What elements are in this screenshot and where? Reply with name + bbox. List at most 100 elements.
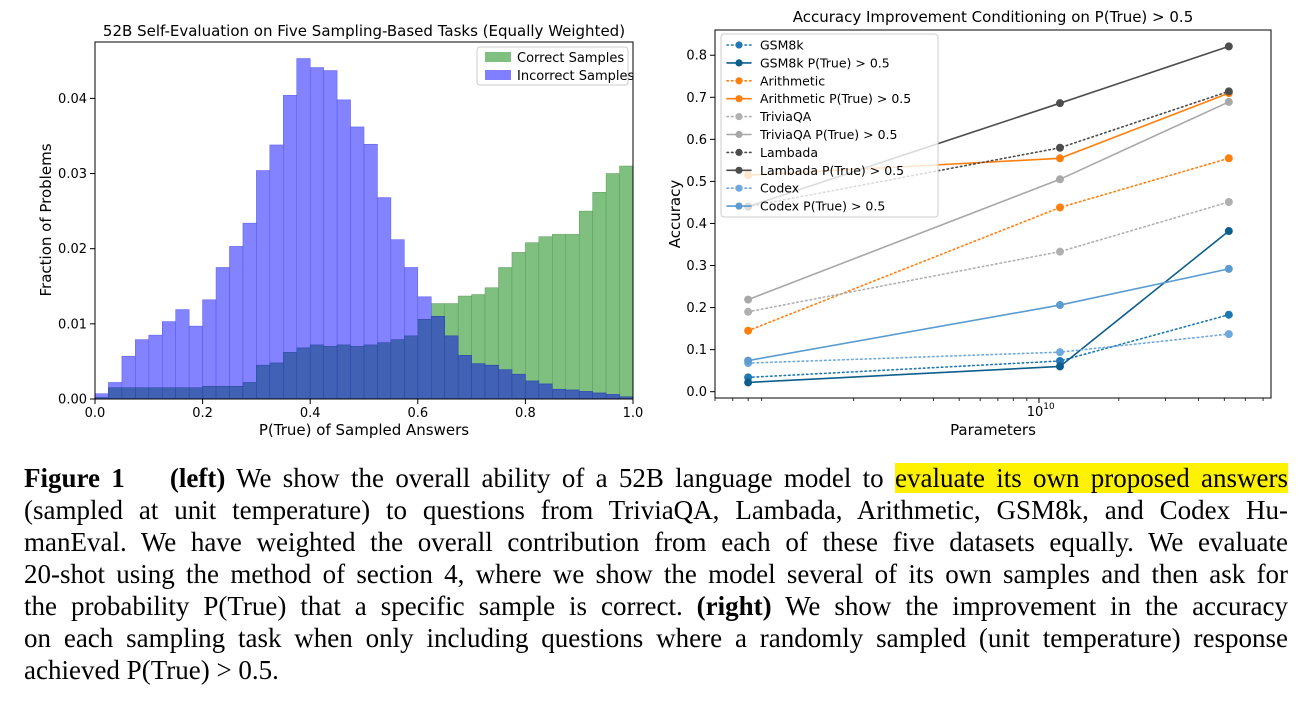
series-line-4 <box>747 201 1230 313</box>
left-chart-title: 52B Self-Evaluation on Five Sampling-Bas… <box>103 22 625 40</box>
right-x-axis-label: Parameters <box>950 421 1036 439</box>
left-y-axis-label: Fraction of Problems <box>37 143 55 296</box>
bar-overlap-24 <box>417 319 432 400</box>
legend-label-7: Lambada P(True) > 0.5 <box>760 163 904 178</box>
caption-text-5b: We show the improvement in the accuracy <box>785 591 1288 621</box>
series-6-point-2 <box>1224 87 1233 96</box>
left-y-axis: 0.00 0.01 0.02 0.03 0.04 <box>58 92 95 408</box>
legend-label-8: Codex <box>760 181 799 196</box>
left-legend: Correct Samples Incorrect Samples <box>476 46 634 86</box>
caption-highlight: evaluate its own proposed answers <box>894 463 1289 493</box>
series-4-point-0 <box>744 307 753 316</box>
legend-marker-9 <box>735 202 743 210</box>
series-8-point-1 <box>1055 348 1064 357</box>
left-x-axis-label: P(True) of Sampled Answers <box>259 421 469 439</box>
bar-overlap-26 <box>444 335 459 400</box>
bar-correct-36 <box>578 210 593 400</box>
legend-label-5: TriviaQA P(True) > 0.5 <box>759 127 897 142</box>
caption-line-7: achieved P(True) > 0.5. <box>24 655 279 685</box>
left-x-tick-label-5: 1.0 <box>623 406 644 421</box>
right-x-tick-exp-0: 10 <box>1043 402 1055 412</box>
bar-overlap-28 <box>471 363 486 400</box>
bar-overlap-35 <box>565 389 580 400</box>
left-y-tick-label-4: 0.04 <box>58 92 87 107</box>
series-0-point-1 <box>1055 356 1064 365</box>
left-y-tick-label-1: 0.01 <box>58 317 87 332</box>
legend-label-correct: Correct Samples <box>517 51 624 66</box>
bar-overlap-17 <box>323 346 338 400</box>
series-5-point-1 <box>1055 175 1064 184</box>
left-x-tick-label-4: 0.8 <box>515 406 536 421</box>
bar-incorrect-13 <box>269 144 284 400</box>
legend-label-1: GSM8k P(True) > 0.5 <box>760 55 890 70</box>
bar-overlap-6 <box>175 387 190 400</box>
bar-overlap-13 <box>269 362 284 400</box>
bar-overlap-1 <box>108 387 123 400</box>
caption-line-5: the probability P(True) that a specific … <box>24 590 1288 622</box>
left-x-tick-label-2: 0.4 <box>300 406 321 421</box>
right-y-axis: 0.0 0.1 0.2 0.3 0.4 0.5 0.6 0.7 0.8 <box>686 49 715 400</box>
bar-overlap-23 <box>404 335 419 400</box>
caption-line-6: on each sampling task when only includin… <box>24 623 1288 653</box>
caption-line-3: manEval. We have weighted the overall co… <box>24 527 1288 557</box>
series-1-point-2 <box>1224 227 1233 236</box>
right-legend: GSM8k GSM8k P(True) > 0.5 Arithmetic Arithm… <box>720 33 939 218</box>
caption-line-2: (sampled at unit temperature) to questio… <box>24 495 1288 525</box>
series-line-9 <box>747 268 1230 362</box>
left-legend-box <box>476 46 629 86</box>
series-1-point-0 <box>744 378 753 387</box>
legend-marker-7 <box>735 166 743 174</box>
left-x-tick-label-1: 0.2 <box>192 406 213 421</box>
left-plot-frame <box>94 41 634 400</box>
bar-overlap-8 <box>202 385 217 400</box>
bar-overlap-20 <box>363 344 378 400</box>
series-3-point-1 <box>1055 154 1064 163</box>
bar-overlap-12 <box>256 364 271 400</box>
bar-overlap-4 <box>148 387 163 400</box>
series-4-point-1 <box>1055 247 1064 256</box>
left-x-tick-label-3: 0.6 <box>407 406 428 421</box>
series-9-point-2 <box>1224 264 1233 273</box>
bar-overlap-11 <box>242 382 257 400</box>
right-lines-group <box>744 42 1233 387</box>
figure-caption: Figure 1 (left) We show the overall abil… <box>24 462 1289 686</box>
series-1-point-1 <box>1055 362 1064 371</box>
series-5-point-0 <box>744 295 753 304</box>
bar-overlap-7 <box>188 387 203 400</box>
bar-overlap-30 <box>498 369 513 400</box>
bar-overlap-33 <box>538 383 553 400</box>
bar-overlap-3 <box>135 387 150 400</box>
right-y-axis-label: Accuracy <box>666 180 684 249</box>
bar-overlap-5 <box>162 387 176 400</box>
right-plot-frame <box>714 29 1272 399</box>
series-9-point-0 <box>744 356 753 365</box>
bar-overlap-21 <box>377 342 392 400</box>
bar-overlap-14 <box>283 352 297 400</box>
caption-text-5a: the probability P(True) that a specific … <box>24 591 683 621</box>
bar-overlap-15 <box>296 347 311 400</box>
bar-correct-35 <box>565 234 580 400</box>
bar-incorrect-11 <box>242 222 257 400</box>
left-x-tick-label-0: 0.0 <box>85 406 106 421</box>
bar-overlap-29 <box>484 364 499 400</box>
legend-marker-6 <box>735 148 743 156</box>
series-4-point-2 <box>1224 198 1233 207</box>
right-line-chart: Accuracy Improvement Conditioning on P(T… <box>666 8 1272 439</box>
series-7-point-1 <box>1055 99 1064 108</box>
legend-marker-1 <box>735 59 743 67</box>
legend-marker-4 <box>735 113 743 121</box>
series-8-point-2 <box>1224 330 1233 339</box>
right-y-tick-label-3: 0.3 <box>686 259 707 274</box>
left-y-tick-label-0: 0.00 <box>58 393 87 408</box>
right-y-tick-label-5: 0.5 <box>686 175 707 190</box>
series-9-point-1 <box>1055 301 1064 310</box>
bar-overlap-2 <box>121 387 136 400</box>
right-y-tick-label-1: 0.1 <box>686 343 707 358</box>
series-2-point-0 <box>744 326 753 335</box>
caption-right-tag: (right) <box>696 591 772 621</box>
bar-overlap-16 <box>309 344 324 400</box>
bar-overlap-38 <box>605 394 620 400</box>
bar-incorrect-6 <box>175 309 190 400</box>
bar-incorrect-5 <box>162 321 176 400</box>
right-y-tick-label-8: 0.8 <box>686 49 707 64</box>
